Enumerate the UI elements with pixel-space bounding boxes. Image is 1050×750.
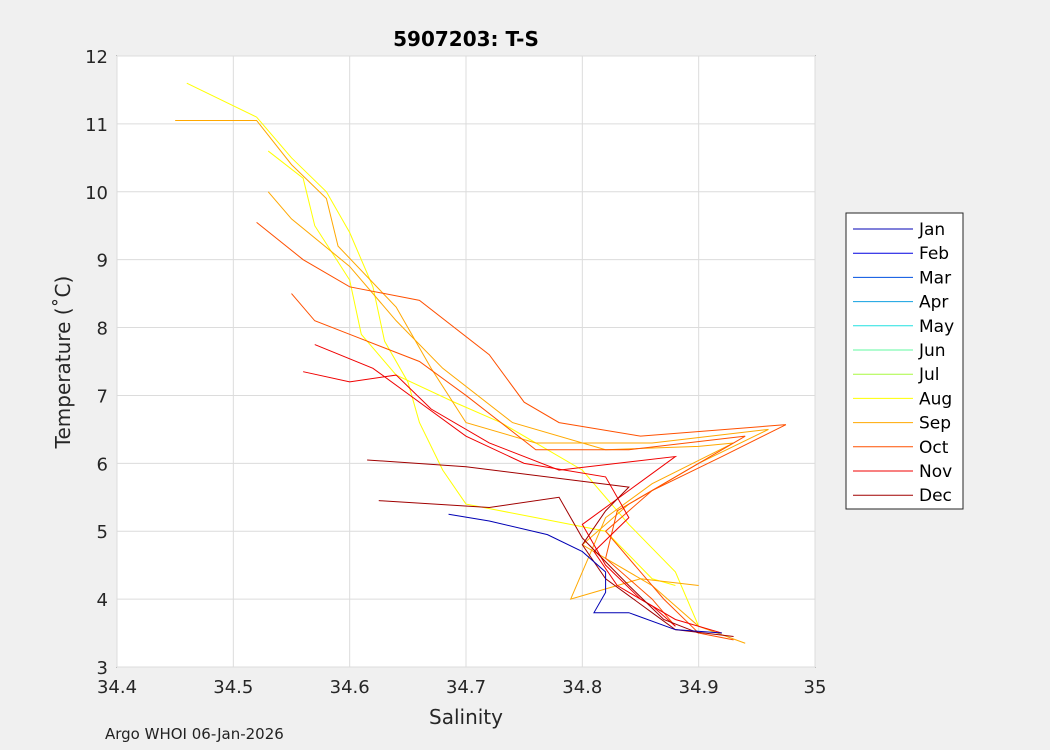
y-tick-label: 4 bbox=[97, 590, 108, 611]
legend: Jan Feb Mar Apr May Jun Jul Aug Sep Oct Nov Dec bbox=[845, 212, 964, 510]
profile-line-jan bbox=[448, 513, 722, 634]
footer-credit: Argo WHOI 06-Jan-2026 bbox=[105, 725, 284, 743]
profile-line-dec bbox=[378, 496, 699, 634]
legend-label-may: May bbox=[919, 317, 954, 337]
legend-label-jan: Jan bbox=[918, 220, 945, 240]
x-tick-label: 34.6 bbox=[330, 677, 370, 698]
y-tick-label: 7 bbox=[97, 386, 108, 407]
x-axis-label: Salinity bbox=[429, 705, 503, 729]
profile-line-oct bbox=[291, 293, 746, 627]
y-tick-label: 10 bbox=[85, 183, 108, 204]
y-tick-label: 3 bbox=[97, 658, 108, 679]
y-tick-label: 5 bbox=[97, 522, 108, 543]
x-tick-label: 34.7 bbox=[446, 677, 486, 698]
x-tick-label: 34.4 bbox=[97, 677, 137, 698]
chart-title: 5907203: T-S bbox=[393, 27, 539, 51]
profile-line-aug bbox=[267, 150, 700, 627]
y-axis-label: Temperature (˚C) bbox=[51, 276, 75, 450]
legend-label-nov: Nov bbox=[919, 462, 952, 482]
legend-label-feb: Feb bbox=[919, 244, 949, 264]
profile-line-aug bbox=[186, 82, 676, 587]
profile-line-nov bbox=[314, 344, 676, 627]
profile-line-oct bbox=[256, 221, 787, 641]
y-tick-label: 9 bbox=[97, 251, 108, 272]
legend-label-jun: Jun bbox=[918, 341, 946, 361]
legend-label-apr: Apr bbox=[919, 293, 948, 313]
x-tick-label: 34.8 bbox=[562, 677, 602, 698]
legend-label-jul: Jul bbox=[918, 365, 940, 385]
y-tick-label: 8 bbox=[97, 319, 108, 340]
y-tick-label: 11 bbox=[85, 115, 108, 136]
legend-label-oct: Oct bbox=[919, 438, 949, 458]
legend-label-sep: Sep bbox=[919, 414, 951, 434]
x-tick-label: 35 bbox=[804, 677, 827, 698]
y-tick-label: 6 bbox=[97, 454, 108, 475]
x-tick-label: 34.5 bbox=[213, 677, 253, 698]
profile-line-sep bbox=[267, 191, 734, 600]
legend-label-dec: Dec bbox=[919, 486, 952, 506]
legend-label-mar: Mar bbox=[919, 268, 951, 288]
profile-line-dec bbox=[367, 459, 734, 637]
y-tick-label: 12 bbox=[85, 47, 108, 68]
x-tick-label: 34.9 bbox=[679, 677, 719, 698]
legend-label-aug: Aug bbox=[919, 389, 952, 409]
